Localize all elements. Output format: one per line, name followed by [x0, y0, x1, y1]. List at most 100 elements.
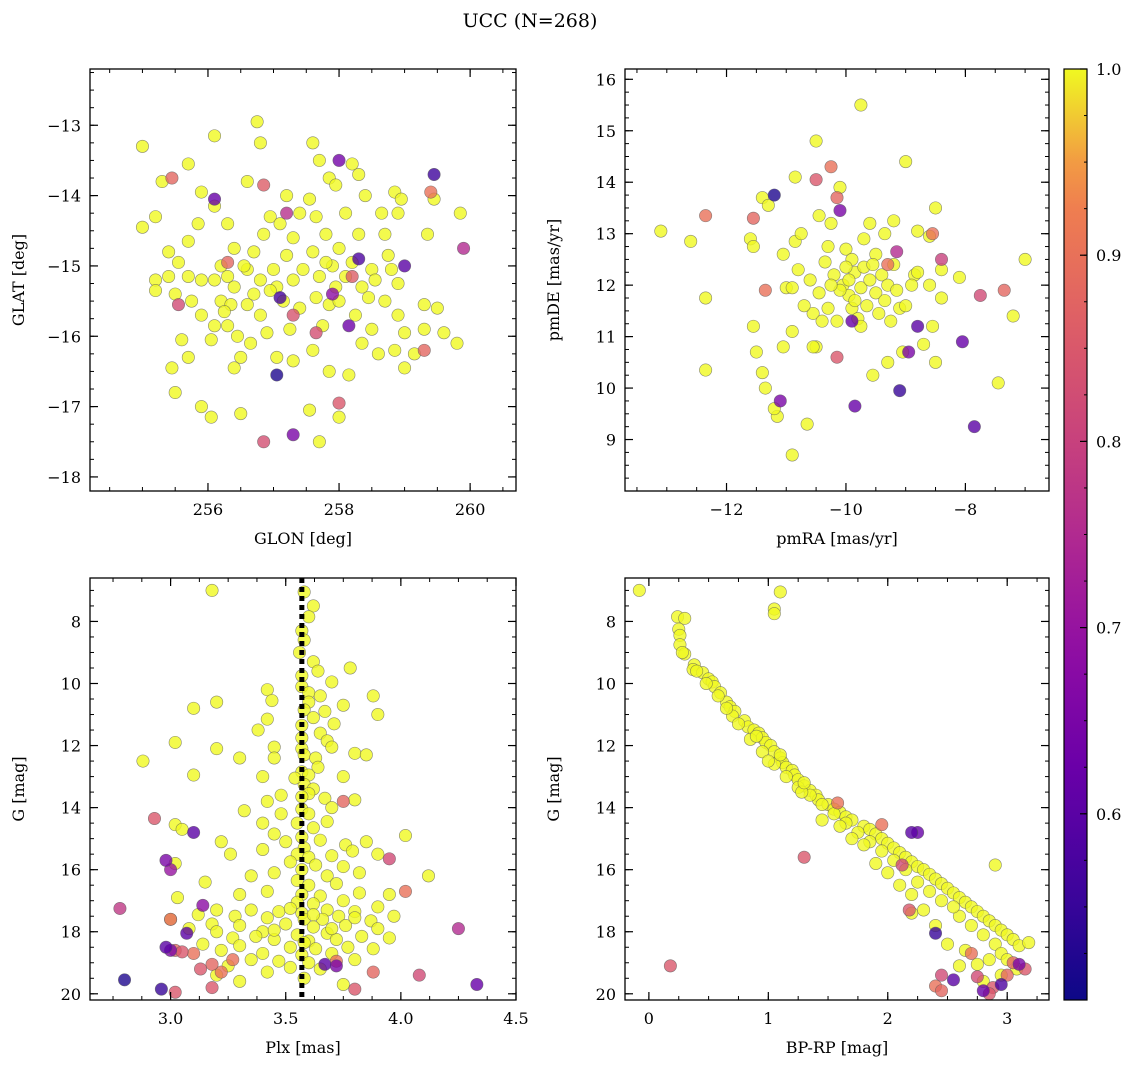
scatter-point	[923, 884, 937, 898]
scatter-point	[309, 942, 323, 956]
scatter-point	[964, 946, 978, 960]
scatter-point	[869, 286, 883, 300]
scatter-point	[306, 908, 320, 922]
scatter-point	[244, 953, 258, 967]
y-tick-label: 14	[61, 799, 81, 818]
scatter-point	[955, 335, 969, 349]
scatter-point	[366, 942, 380, 956]
x-tick-label: 4.5	[503, 1009, 528, 1028]
scatter-point	[935, 984, 949, 998]
y-tick-label: 14	[596, 173, 616, 192]
scatter-point	[929, 926, 943, 940]
scatter-point	[181, 269, 195, 283]
scatter-point	[306, 343, 320, 357]
scatter-point	[329, 932, 343, 946]
scatter-point	[257, 435, 271, 449]
scatter-point	[902, 903, 916, 917]
scatter-point	[221, 319, 235, 333]
scatter-point	[381, 248, 395, 262]
scatter-point	[973, 288, 987, 302]
scatter-point	[227, 361, 241, 375]
scatter-point	[830, 191, 844, 205]
scatter-point	[204, 333, 218, 347]
scatter-point	[815, 798, 829, 812]
scatter-point	[306, 599, 320, 613]
scatter-point	[283, 940, 297, 954]
scatter-point	[935, 252, 949, 266]
scatter-point	[902, 345, 916, 359]
scatter-point	[221, 217, 235, 231]
y-tick-label: 18	[596, 923, 616, 942]
scatter-point	[905, 887, 919, 901]
scatter-point	[118, 973, 132, 987]
scatter-point	[794, 227, 808, 241]
scatter-point	[935, 968, 949, 982]
scatter-point	[761, 198, 775, 212]
scatter-point	[699, 209, 713, 223]
scatter-point	[250, 115, 264, 129]
y-tick-label: −18	[47, 468, 81, 487]
scatter-point	[256, 946, 270, 960]
scatter-point	[394, 192, 408, 206]
x-tick-label: −10	[829, 500, 863, 519]
scatter-point	[217, 305, 231, 319]
scatter-point	[342, 319, 356, 333]
scatter-point	[911, 265, 925, 279]
scatter-point	[175, 822, 189, 836]
scatter-point	[348, 793, 362, 807]
scatter-point	[234, 407, 248, 421]
scatter-point	[398, 361, 412, 375]
y-tick-label: 12	[596, 737, 616, 756]
scatter-point	[899, 299, 913, 313]
scatter-point	[923, 278, 937, 292]
scatter-point	[345, 269, 359, 283]
scatter-point	[976, 928, 990, 942]
figure-title: UCC (N=268)	[463, 10, 598, 32]
scatter-points	[654, 98, 1032, 462]
scatter-point	[359, 835, 373, 849]
scatter-point	[240, 175, 254, 189]
scatter-point	[312, 435, 326, 449]
scatter-point	[244, 903, 258, 917]
y-axis-label: G [mag]	[9, 756, 28, 821]
scatter-point	[352, 227, 366, 241]
scatter-point	[699, 363, 713, 377]
scatter-point	[332, 153, 346, 167]
scatter-point	[776, 247, 790, 261]
scatter-point	[175, 333, 189, 347]
scatter-point	[302, 610, 316, 624]
x-tick-label: 258	[324, 500, 355, 519]
scatter-point	[339, 206, 353, 220]
scatter-point	[336, 977, 350, 991]
scatter-point	[260, 712, 274, 726]
scatter-point	[878, 227, 892, 241]
scatter-point	[135, 139, 149, 153]
scatter-point	[457, 241, 471, 255]
scatter-point	[678, 611, 692, 625]
scatter-point	[267, 740, 281, 754]
scatter-point	[803, 273, 817, 287]
scatter-point	[306, 136, 320, 150]
y-tick-label: −16	[47, 327, 81, 346]
scatter-point	[311, 760, 325, 774]
scatter-point	[453, 206, 467, 220]
axes-frame	[89, 577, 517, 1001]
scatter-point	[260, 965, 274, 979]
scatter-point	[352, 168, 366, 182]
y-tick-label: 12	[596, 276, 616, 295]
scatter-point	[878, 294, 892, 308]
scatter-point	[970, 957, 984, 971]
scatter-point	[348, 911, 362, 925]
scatter-point	[355, 280, 369, 294]
scatter-point	[273, 217, 287, 231]
scatter-point	[773, 394, 787, 408]
scatter-point	[831, 796, 845, 810]
scatter-point	[905, 278, 919, 292]
scatter-point	[1006, 309, 1020, 323]
y-tick-label: 14	[596, 799, 616, 818]
scatter-point	[136, 754, 150, 768]
scatter-point	[382, 887, 396, 901]
scatter-point	[387, 909, 401, 923]
scatter-point	[412, 968, 426, 982]
scatter-point	[365, 322, 379, 336]
